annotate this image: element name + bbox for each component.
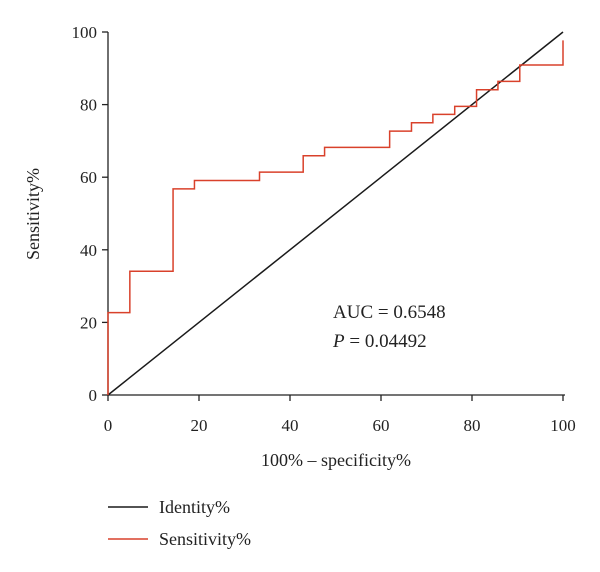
y-tick-label: 60: [80, 168, 97, 187]
y-tick-label: 20: [80, 313, 97, 332]
series-line-identity: [107, 31, 564, 396]
x-tick-label: 40: [282, 416, 299, 435]
y-axis-ticks: 0 20 40 60 80 100: [72, 23, 108, 405]
plot-series: [107, 31, 564, 396]
y-tick-label: 40: [80, 241, 97, 260]
p-symbol: P: [332, 331, 345, 352]
x-axis-title: 100% – specificity%: [261, 450, 411, 470]
x-tick-label: 80: [464, 416, 481, 435]
p-value: = 0.04492: [345, 331, 427, 352]
y-tick-label: 100: [72, 23, 98, 42]
x-axis-ticks: 0 20 40 60 80 100: [104, 395, 576, 435]
legend: Identity% Sensitivity%: [108, 497, 251, 549]
legend-label-sensitivity: Sensitivity%: [159, 529, 251, 549]
series-line-sensitivity: [107, 40, 564, 395]
legend-label-identity: Identity%: [159, 497, 230, 517]
x-tick-label: 60: [373, 416, 390, 435]
y-tick-label: 0: [89, 386, 98, 405]
y-tick-label: 80: [80, 96, 97, 115]
x-tick-label: 0: [104, 416, 113, 435]
y-axis-title: Sensitivity%: [23, 168, 43, 260]
p-value-annotation: P = 0.04492: [332, 331, 427, 352]
x-tick-label: 20: [191, 416, 208, 435]
auc-annotation: AUC = 0.6548: [333, 302, 446, 323]
x-tick-label: 100: [550, 416, 576, 435]
